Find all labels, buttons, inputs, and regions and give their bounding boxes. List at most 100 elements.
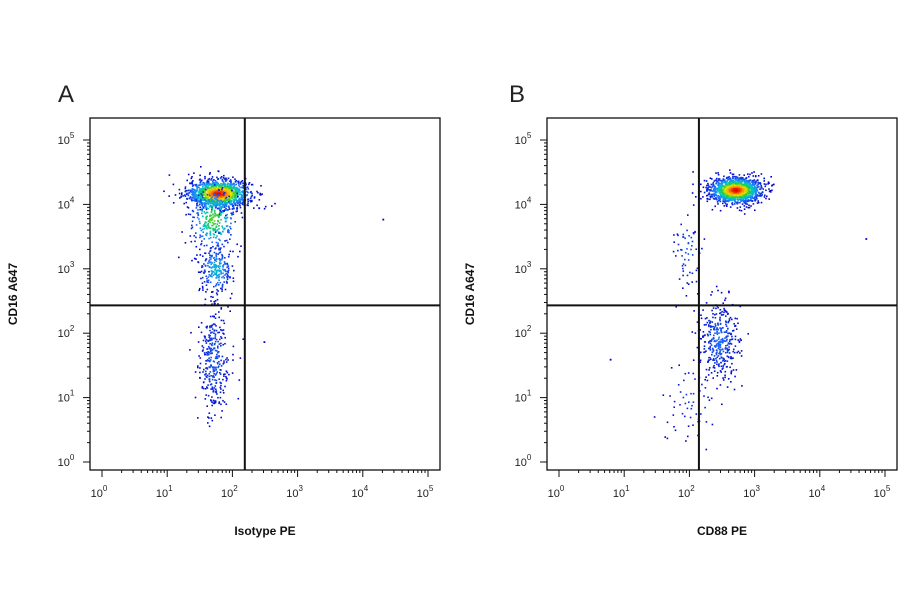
event-dot xyxy=(729,199,731,202)
event-dot xyxy=(206,180,209,183)
event-dot xyxy=(708,341,710,343)
event-dot xyxy=(717,328,719,331)
event-dot xyxy=(726,351,729,354)
event-dot xyxy=(219,281,222,284)
event-dot xyxy=(749,199,751,202)
event-dot xyxy=(231,292,233,295)
event-dot xyxy=(751,187,753,189)
event-dot xyxy=(229,186,232,188)
event-dot xyxy=(205,189,208,192)
event-dot xyxy=(201,194,204,197)
event-dot xyxy=(681,249,683,251)
event-dot xyxy=(687,259,690,261)
event-dot xyxy=(205,284,208,286)
event-dot xyxy=(201,205,204,207)
event-dot xyxy=(200,201,202,203)
event-dot xyxy=(205,206,207,209)
event-dot xyxy=(236,202,239,205)
event-dot xyxy=(220,199,222,202)
event-dot xyxy=(224,373,226,375)
event-dot xyxy=(227,241,229,244)
event-dot xyxy=(708,330,710,333)
event-dot xyxy=(225,180,227,182)
panel-b-plot-frame xyxy=(546,117,898,471)
event-dot xyxy=(214,337,216,339)
event-dot xyxy=(219,214,222,216)
event-dot xyxy=(212,290,214,293)
event-dot xyxy=(214,302,216,305)
event-dot xyxy=(730,187,732,189)
event-dot xyxy=(666,437,669,440)
event-dot xyxy=(754,182,757,184)
event-dot xyxy=(210,399,212,401)
event-dot xyxy=(719,197,721,200)
event-dot xyxy=(230,199,232,202)
event-dot xyxy=(204,264,207,267)
event-dot xyxy=(195,258,197,260)
event-dot xyxy=(704,351,706,353)
event-dot xyxy=(210,375,212,377)
event-dot xyxy=(727,332,729,335)
event-dot xyxy=(714,325,717,327)
event-dot xyxy=(213,399,215,402)
event-dot xyxy=(207,190,209,193)
event-dot xyxy=(682,236,684,238)
event-dot xyxy=(209,215,211,218)
event-dot xyxy=(717,364,720,366)
event-dot xyxy=(212,323,215,325)
event-dot xyxy=(723,363,726,366)
event-dot xyxy=(709,331,711,334)
event-dot xyxy=(205,394,207,396)
event-dot xyxy=(715,359,718,362)
event-dot xyxy=(226,201,228,204)
event-dot xyxy=(223,281,225,283)
event-dot xyxy=(213,228,216,231)
event-dot xyxy=(717,179,720,182)
event-dot xyxy=(195,207,198,209)
event-dot xyxy=(730,180,732,183)
event-dot xyxy=(735,184,738,187)
event-dot xyxy=(232,188,235,190)
event-dot xyxy=(718,186,720,189)
event-dot xyxy=(199,222,201,225)
event-dot xyxy=(195,195,198,197)
event-dot xyxy=(203,281,206,283)
event-dot xyxy=(207,224,209,226)
event-dot xyxy=(700,317,703,320)
event-dot xyxy=(188,197,191,200)
panel-a-y-axis-title: CD16 A647 xyxy=(6,263,20,326)
event-dot xyxy=(752,191,754,194)
event-dot xyxy=(246,194,248,196)
event-dot xyxy=(190,199,193,202)
event-dot xyxy=(230,180,232,183)
x-tick-label: 101 xyxy=(613,484,630,500)
event-dot xyxy=(714,317,717,319)
event-dot xyxy=(708,185,710,188)
event-dot xyxy=(737,191,739,193)
event-dot xyxy=(734,181,736,183)
event-dot xyxy=(761,187,763,189)
event-dot xyxy=(681,265,684,267)
event-dot xyxy=(216,393,218,395)
event-dot xyxy=(712,193,714,196)
event-dot xyxy=(241,203,244,206)
event-dot xyxy=(223,197,225,199)
event-dot xyxy=(197,271,200,273)
event-dot xyxy=(736,196,738,199)
event-dot xyxy=(715,340,717,343)
event-dot xyxy=(726,386,729,388)
event-dot xyxy=(207,185,210,187)
event-dot xyxy=(189,213,192,216)
event-dot xyxy=(678,278,681,280)
event-dot xyxy=(211,270,213,272)
event-dot xyxy=(206,186,209,189)
event-dot xyxy=(196,198,198,200)
event-dot xyxy=(224,203,227,206)
event-dot xyxy=(702,335,705,337)
event-dot xyxy=(768,198,770,200)
event-dot xyxy=(212,229,215,232)
event-dot xyxy=(745,196,747,199)
event-dot xyxy=(213,369,215,371)
event-dot xyxy=(220,388,222,390)
event-dot xyxy=(696,321,699,323)
